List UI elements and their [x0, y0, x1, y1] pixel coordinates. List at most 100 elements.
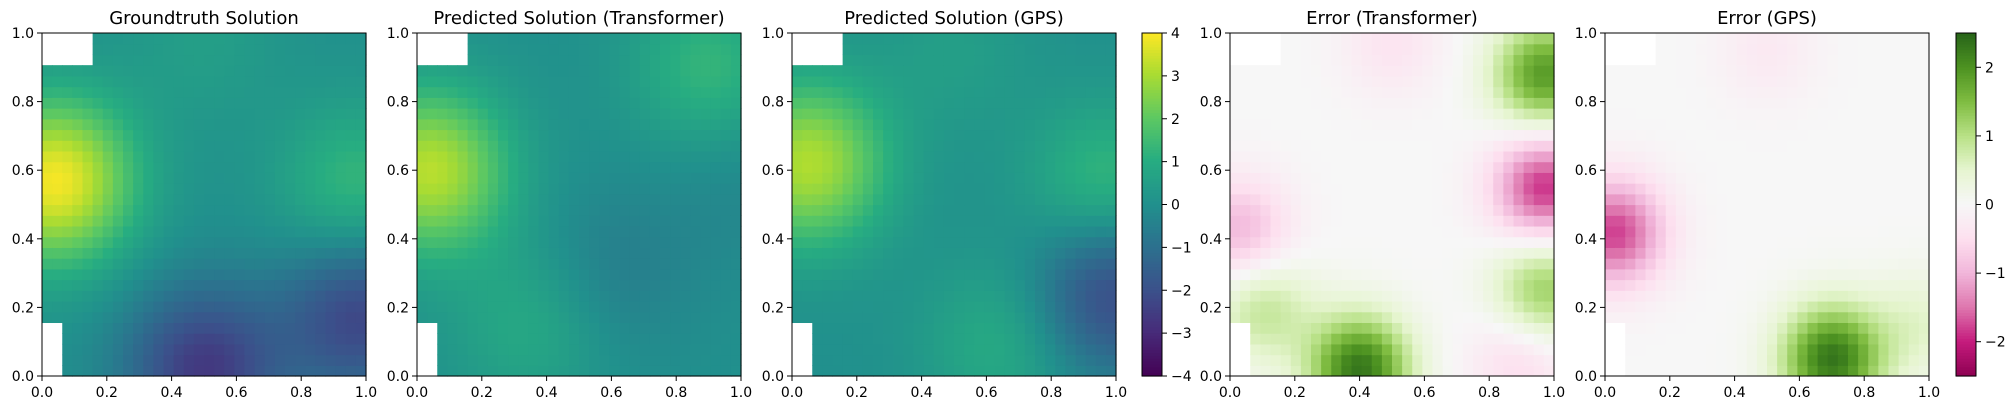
- heatmap-cell: [1827, 225, 1839, 238]
- heatmap-cell: [1300, 118, 1312, 131]
- heatmap-cell: [1300, 54, 1312, 66]
- heatmap-cell: [193, 193, 205, 206]
- heatmap-cell: [1095, 150, 1107, 163]
- heatmap-cell: [974, 193, 985, 206]
- heatmap-cell: [629, 33, 641, 45]
- heatmap-cell: [1361, 343, 1373, 356]
- heatmap-cell: [619, 75, 631, 88]
- heatmap-cell: [558, 183, 570, 195]
- heatmap-cell: [305, 129, 316, 141]
- heatmap-cell: [903, 311, 915, 324]
- heatmap-cell: [822, 365, 834, 377]
- heatmap-cell: [1533, 86, 1545, 98]
- heatmap-cell: [1055, 118, 1066, 131]
- heatmap-cell: [903, 118, 915, 131]
- heatmap-cell: [224, 322, 235, 334]
- heatmap-cell: [477, 43, 489, 56]
- heatmap-cell: [204, 290, 215, 302]
- heatmap-cell: [903, 204, 915, 216]
- heatmap-cell: [204, 172, 215, 184]
- heatmap-cell: [1250, 354, 1261, 366]
- heatmap-cell: [92, 150, 104, 163]
- heatmap-cell: [730, 300, 742, 313]
- heatmap-cell: [1452, 311, 1464, 324]
- heatmap-cell: [214, 215, 225, 227]
- heatmap-cell: [842, 354, 854, 366]
- heatmap-cell: [1878, 258, 1890, 270]
- heatmap-cell: [487, 365, 499, 377]
- heatmap-cell: [274, 97, 286, 109]
- heatmap-cell: [123, 343, 134, 356]
- heatmap-cell: [1837, 322, 1849, 334]
- heatmap-cell: [1513, 129, 1525, 141]
- heatmap-cell: [305, 161, 316, 173]
- heatmap-cell: [984, 290, 996, 302]
- heatmap-cell: [254, 290, 266, 302]
- heatmap-cell: [335, 354, 347, 366]
- heatmap-cell: [1462, 279, 1474, 291]
- heatmap-cell: [1105, 365, 1117, 377]
- heatmap-cell: [52, 65, 63, 77]
- heatmap-cell: [234, 97, 246, 109]
- heatmap-cell: [335, 129, 347, 141]
- heatmap-cell: [1635, 279, 1647, 291]
- heatmap-cell: [1035, 54, 1046, 66]
- heatmap-cell: [883, 322, 894, 334]
- heatmap-cell: [933, 54, 945, 66]
- heatmap-cell: [1736, 236, 1748, 248]
- heatmap-cell: [903, 268, 915, 281]
- heatmap-cell: [974, 172, 985, 184]
- heatmap-cell: [315, 75, 327, 88]
- heatmap-cell: [649, 183, 661, 195]
- x-tick-label: 0.8: [1478, 385, 1500, 401]
- heatmap-cell: [1655, 97, 1667, 109]
- heatmap-cell: [1024, 75, 1036, 88]
- heatmap-cell: [1797, 150, 1809, 163]
- heatmap-cell: [477, 97, 489, 109]
- heatmap-cell: [1848, 236, 1859, 248]
- heatmap-cell: [1035, 279, 1046, 291]
- heatmap-cell: [427, 300, 438, 313]
- heatmap-cell: [1004, 204, 1016, 216]
- heatmap-cell: [325, 118, 337, 131]
- heatmap-cell: [649, 150, 661, 163]
- heatmap-cell: [528, 150, 540, 163]
- heatmap-cell: [609, 268, 621, 281]
- heatmap-cell: [629, 54, 641, 66]
- heatmap-cell: [1230, 204, 1241, 216]
- heatmap-cell: [913, 118, 925, 131]
- heatmap-cell: [123, 236, 134, 248]
- heatmap-cell: [994, 204, 1006, 216]
- heatmap-cell: [508, 118, 519, 131]
- heatmap-cell: [417, 279, 428, 291]
- heatmap-cell: [913, 75, 925, 88]
- heatmap-cell: [153, 258, 165, 270]
- heatmap-cell: [1675, 236, 1687, 248]
- heatmap-cell: [153, 97, 165, 109]
- heatmap-cell: [173, 204, 185, 216]
- heatmap-cell: [1004, 258, 1016, 270]
- heatmap-cell: [1817, 365, 1829, 377]
- heatmap-cell: [1817, 54, 1829, 66]
- heatmap-cell: [1635, 108, 1647, 120]
- heatmap-cell: [1085, 193, 1097, 206]
- heatmap-cell: [1331, 183, 1342, 195]
- heatmap-cell: [1696, 215, 1707, 227]
- heatmap-cell: [52, 268, 63, 281]
- heatmap-cell: [1655, 247, 1667, 259]
- heatmap-cell: [1746, 161, 1758, 173]
- heatmap-cell: [1483, 311, 1494, 324]
- heatmap-cell: [1381, 279, 1393, 291]
- heatmap-cell: [173, 258, 185, 270]
- heatmap-cell: [518, 225, 529, 238]
- heatmap-cell: [943, 215, 955, 227]
- heatmap-cell: [1503, 236, 1515, 248]
- heatmap-cell: [183, 193, 195, 206]
- heatmap-cell: [1787, 129, 1798, 141]
- heatmap-cell: [467, 33, 479, 45]
- heatmap-cell: [1024, 65, 1036, 77]
- heatmap-cell: [943, 75, 955, 88]
- heatmap-cell: [305, 343, 316, 356]
- heatmap-cell: [133, 140, 144, 152]
- heatmap-cell: [437, 354, 448, 366]
